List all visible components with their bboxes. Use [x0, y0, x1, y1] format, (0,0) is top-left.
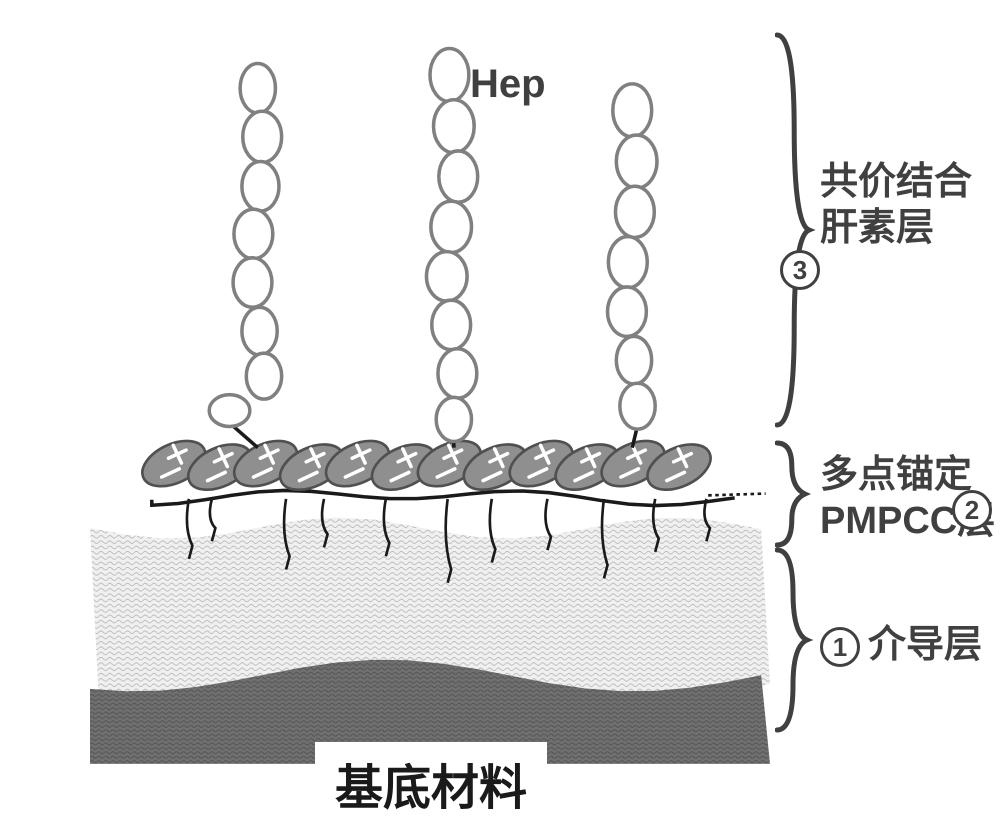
circle-1: 1: [820, 627, 860, 667]
substrate-label: 基底材料: [335, 762, 527, 815]
bracket-mediator: [775, 545, 815, 735]
hep-label: Hep: [470, 60, 546, 108]
layer-diagram: [90, 15, 770, 815]
substrate-label-box: 基底材料: [315, 742, 547, 824]
label-mediator: 1介导层: [820, 623, 982, 669]
label-heparin: 共价结合肝素层: [820, 160, 972, 251]
bracket-heparin: [775, 30, 817, 430]
circle-3: 3: [780, 250, 820, 290]
circle-2: 2: [952, 490, 992, 530]
bracket-pmpcc: [775, 438, 813, 550]
